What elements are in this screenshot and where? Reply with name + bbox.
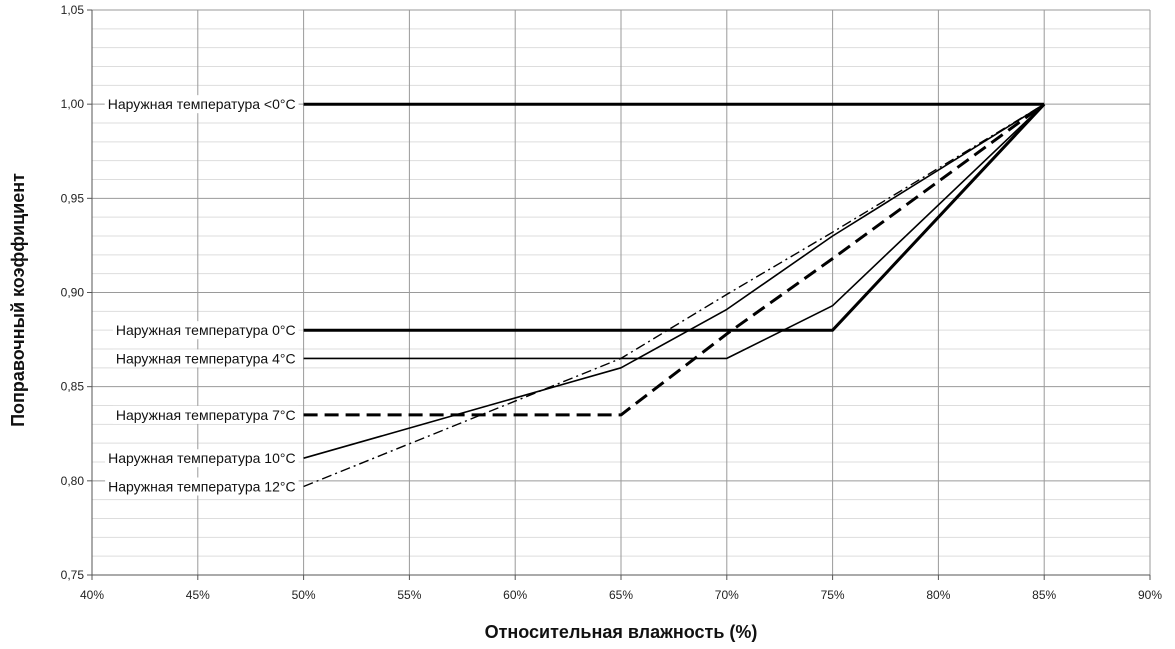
y-tick-label: 0,95 (61, 191, 85, 205)
y-tick-label: 0,80 (61, 474, 85, 488)
y-tick-label: 0,75 (61, 568, 85, 582)
series-line-1 (303, 103, 1046, 332)
series-label-5: Наружная температура 12°C (108, 478, 296, 494)
major-grid (91, 9, 1151, 576)
series-label-background (112, 349, 299, 368)
x-axis-title: Относительная влажность (%) (485, 622, 758, 642)
series-label-background (112, 321, 299, 340)
y-axis-title: Поправочный коэффициент (8, 173, 28, 427)
series-line-3 (303, 102, 1046, 417)
x-tick-label: 40% (80, 588, 104, 602)
series-label-background (105, 449, 299, 468)
series-line-2 (303, 103, 1045, 360)
x-tick-label: 45% (186, 588, 210, 602)
x-tick-label: 50% (292, 588, 316, 602)
x-tick-label: 80% (926, 588, 950, 602)
axes (87, 9, 1151, 580)
x-tick-label: 85% (1032, 588, 1056, 602)
x-tick-label: 70% (715, 588, 739, 602)
series-label-background (112, 405, 299, 424)
series-label-0: Наружная температура <0°C (108, 96, 296, 112)
series-label-background (104, 95, 299, 114)
y-tick-label: 1,00 (61, 97, 85, 111)
series-labels: Наружная температура <0°C Наружная темпер… (104, 95, 299, 496)
series-label-background (105, 477, 299, 496)
x-tick-labels: 40% 45% 50% 55% 60% 65% 70% 75% 80% 85% 90% (80, 588, 1162, 602)
x-tick-label: 60% (503, 588, 527, 602)
series-line-5 (303, 103, 1045, 488)
series-label-2: Наружная температура 4°C (116, 350, 296, 366)
x-tick-label: 65% (609, 588, 633, 602)
x-tick-label: 55% (397, 588, 421, 602)
series-label-3: Наружная температура 7°C (116, 407, 296, 423)
y-tick-labels: 0,75 0,80 0,85 0,90 0,95 1,00 1,05 (61, 3, 85, 582)
series-label-1: Наружная температура 0°C (116, 322, 296, 338)
x-tick-label: 75% (821, 588, 845, 602)
series-line-4 (303, 103, 1045, 459)
y-tick-label: 0,85 (61, 380, 85, 394)
series-lines (303, 102, 1046, 488)
y-tick-label: 1,05 (61, 3, 85, 17)
series-label-4: Наружная температура 10°C (108, 450, 296, 466)
y-tick-label: 0,90 (61, 286, 85, 300)
x-tick-label: 90% (1138, 588, 1162, 602)
